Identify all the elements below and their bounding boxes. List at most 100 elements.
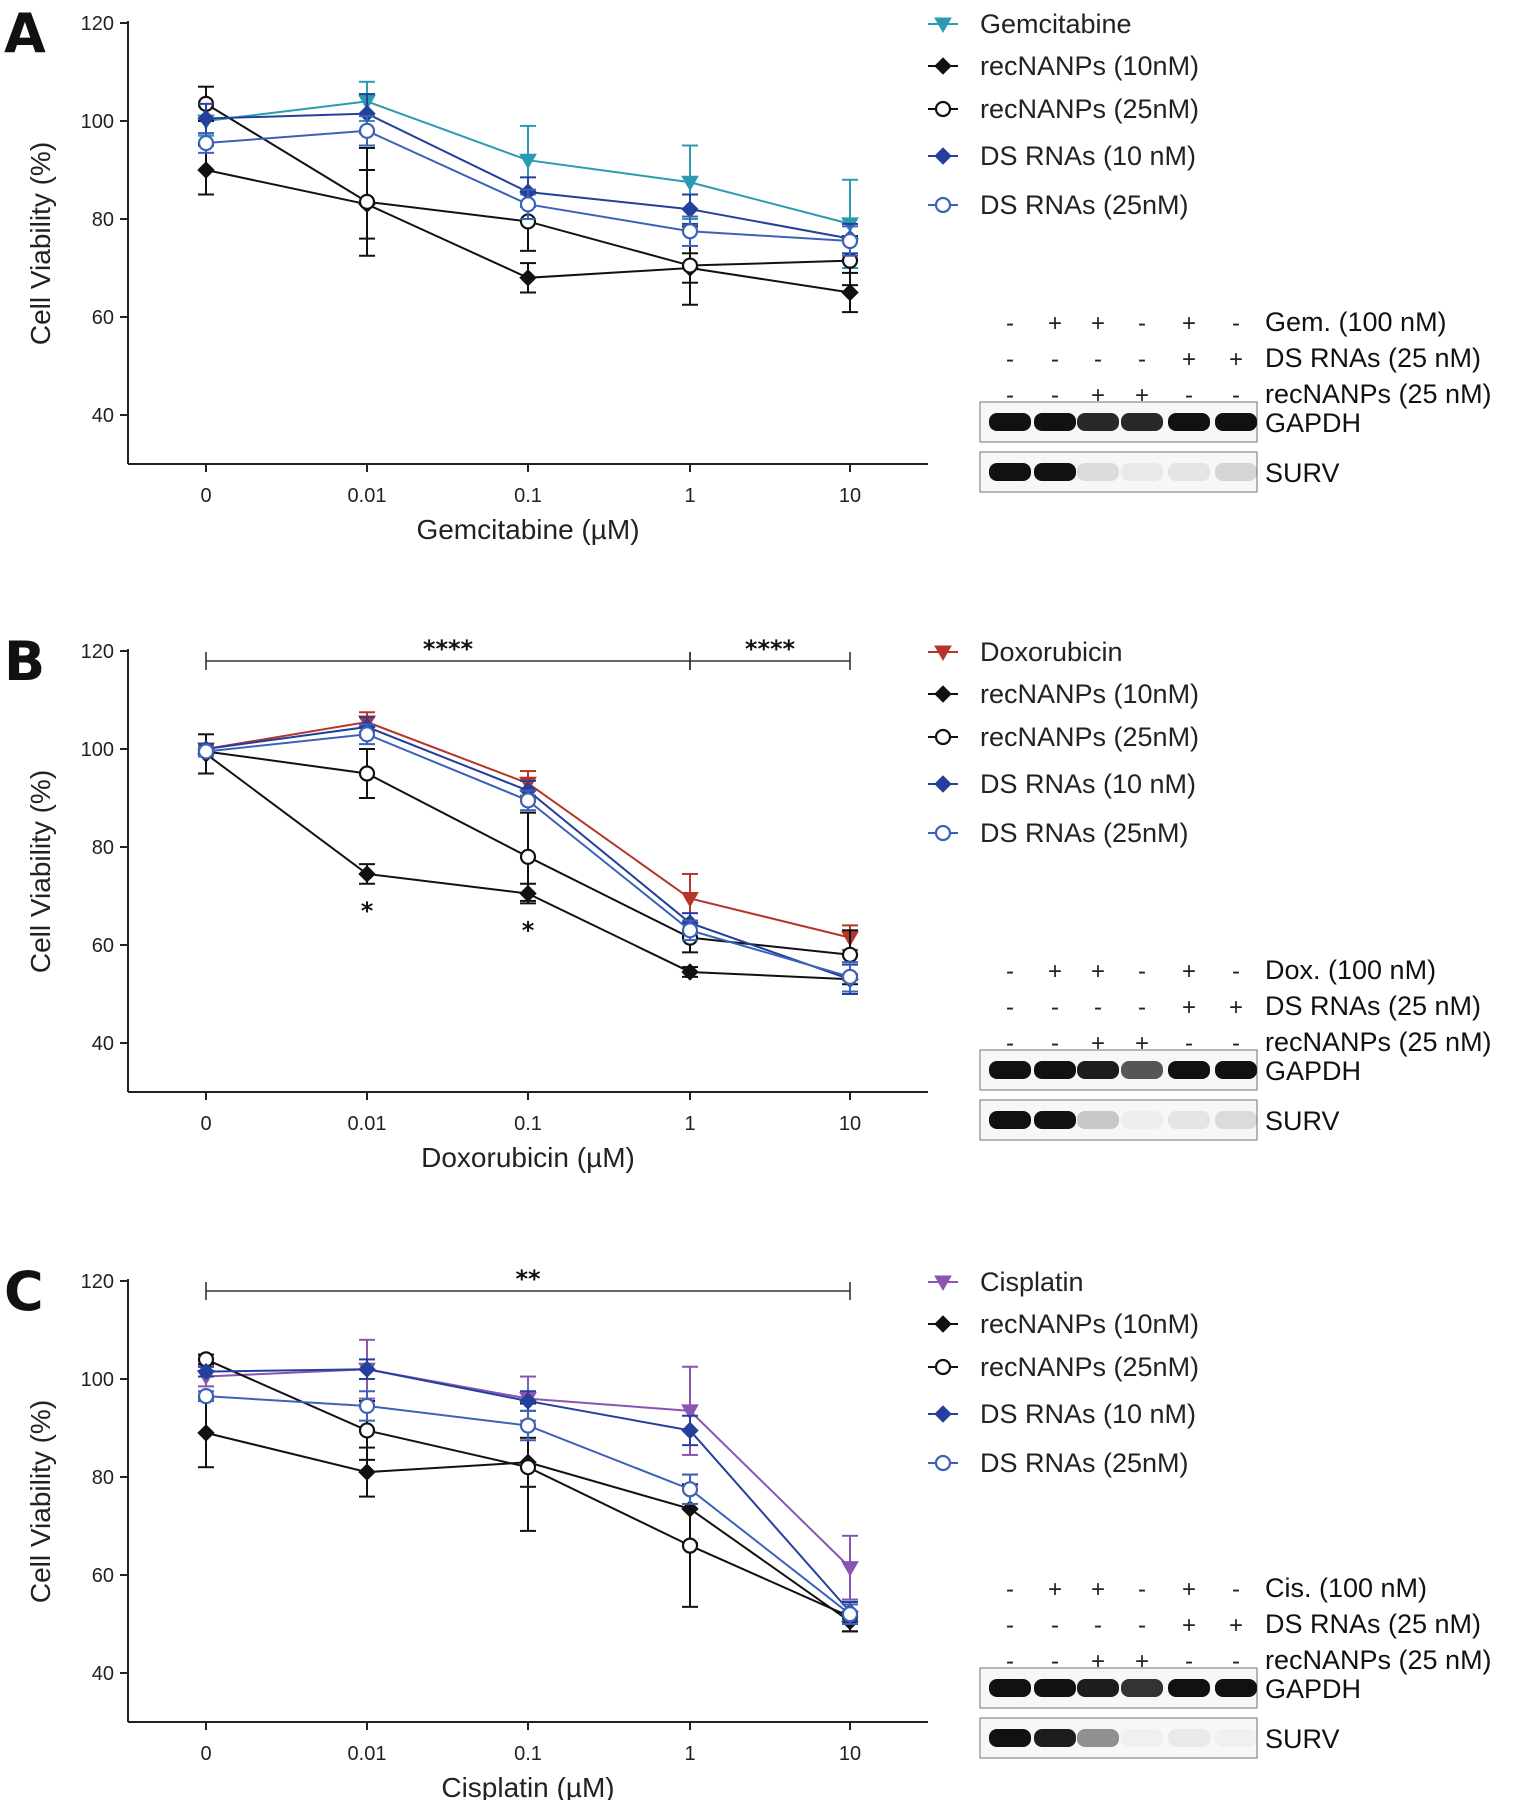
y-tick-label: 120 [81, 1271, 114, 1293]
data-point [358, 1463, 376, 1481]
blot-band [1077, 1729, 1119, 1747]
y-tick-label: 60 [92, 307, 114, 329]
blot-band [1034, 1111, 1076, 1129]
y-tick-label: 40 [92, 1033, 114, 1055]
y-axis-label: Cell Viability (%) [25, 1400, 56, 1603]
data-point [841, 968, 859, 985]
treatment-label: Cis. (100 nM) [1265, 1573, 1427, 1603]
data-point [358, 865, 376, 883]
treatment-sign: - [1094, 1612, 1102, 1639]
legend-label: recNANPs (25nM) [980, 1352, 1199, 1382]
chart-panel-a: 40 60 80 100 120 0 0.01 0.1 1 10 Gemcitabine (µM) C… [25, 13, 928, 545]
data-point [681, 1481, 699, 1498]
treatment-sign: - [1006, 1648, 1014, 1675]
blot-band [1168, 1679, 1210, 1697]
treatment-label: recNANPs (25 nM) [1265, 379, 1492, 409]
blot-band [1215, 1679, 1257, 1697]
band-label: SURV [1265, 1106, 1340, 1136]
treatment-sign: - [1051, 382, 1059, 409]
treatment-sign: - [1006, 1612, 1014, 1639]
data-point [358, 122, 376, 139]
legend-label: DS RNAs (25nM) [980, 1448, 1189, 1478]
data-point [841, 1606, 859, 1623]
blot-c: - + + - + - Cis. (100 nM)- - - - + + DS RNAs (25 nM)… [979, 1573, 1492, 1759]
x-tick-label: 0 [200, 1113, 211, 1135]
blot-band [1077, 1679, 1119, 1697]
legend-label: recNANPs (10nM) [980, 679, 1199, 709]
treatment-sign: - [1051, 346, 1059, 373]
data-point [519, 792, 537, 809]
legend-label: recNANPs (25nM) [980, 722, 1199, 752]
x-tick-label: 1 [684, 1743, 695, 1765]
data-point [197, 1388, 215, 1405]
blot-a: - + + - + - Gem. (100 nM)- - - - + + DS RNAs (25 nM)… [979, 307, 1492, 493]
data-point [681, 1537, 699, 1554]
treatment-sign: - [1051, 1612, 1059, 1639]
series-ds-rnas-25nm [197, 1388, 859, 1625]
treatment-sign: - [1006, 994, 1014, 1021]
data-point [519, 153, 537, 170]
chart-panel-b: 40 60 80 100 120 0 0.01 0.1 1 10 Doxorubicin (µM) C… [25, 635, 928, 1173]
point-annotation: * [522, 916, 535, 944]
data-point [681, 257, 699, 274]
blot-band [1077, 1061, 1119, 1079]
x-tick-label: 0.01 [348, 485, 387, 507]
data-point [358, 1422, 376, 1439]
x-tick-label: 0 [200, 485, 211, 507]
treatment-sign: - [1094, 994, 1102, 1021]
treatment-sign: + [1182, 1612, 1196, 1639]
significance-label: ** [515, 1265, 541, 1293]
treatment-sign: - [1051, 994, 1059, 1021]
blot-band [1077, 413, 1119, 431]
blot-band [989, 1111, 1031, 1129]
legend-label: Doxorubicin [980, 637, 1123, 667]
x-tick-label: 1 [684, 485, 695, 507]
data-point [681, 200, 699, 218]
treatment-label: Dox. (100 nM) [1265, 955, 1436, 985]
data-point [519, 269, 537, 287]
x-tick-label: 1 [684, 1113, 695, 1135]
treatment-sign: - [1006, 346, 1014, 373]
treatment-sign: - [1094, 346, 1102, 373]
legend-marker [934, 100, 952, 118]
treatment-sign: - [1006, 310, 1014, 337]
x-tick-label: 10 [839, 1113, 861, 1135]
data-point [681, 223, 699, 240]
x-tick-label: 0.1 [514, 1113, 542, 1135]
treatment-sign: - [1138, 310, 1146, 337]
y-tick-label: 40 [92, 405, 114, 427]
legend-marker [934, 1315, 952, 1333]
data-point [681, 1421, 699, 1440]
data-point [681, 963, 699, 981]
blot-band [1077, 1111, 1119, 1129]
blot-band [1034, 413, 1076, 431]
blot-band [989, 1061, 1031, 1079]
legend-c: Cisplatin recNANPs (10nM) recNANPs (25nM) D… [928, 1267, 1199, 1478]
legend-marker [934, 1275, 952, 1292]
blot-band [1034, 1729, 1076, 1747]
data-point [519, 196, 537, 213]
x-tick-label: 0.1 [514, 485, 542, 507]
data-point [681, 891, 699, 908]
legend-marker [934, 685, 952, 703]
treatment-sign: - [1232, 958, 1240, 985]
data-point [197, 1424, 215, 1442]
treatment-sign: - [1006, 958, 1014, 985]
legend-marker [934, 1405, 952, 1423]
treatment-sign: - [1185, 1030, 1193, 1057]
treatment-sign: - [1232, 1648, 1240, 1675]
treatment-sign: + [1091, 1576, 1105, 1603]
treatment-label: DS RNAs (25 nM) [1265, 1609, 1481, 1639]
data-point [681, 1404, 699, 1420]
blot-band [1121, 1111, 1163, 1129]
x-axis-label: Gemcitabine (µM) [416, 514, 639, 545]
y-tick-label: 120 [81, 13, 114, 35]
treatment-sign: - [1232, 382, 1240, 409]
treatment-sign: + [1229, 346, 1243, 373]
treatment-sign: - [1138, 346, 1146, 373]
data-point [358, 765, 376, 782]
y-tick-label: 80 [92, 1467, 114, 1489]
data-point [197, 161, 215, 179]
